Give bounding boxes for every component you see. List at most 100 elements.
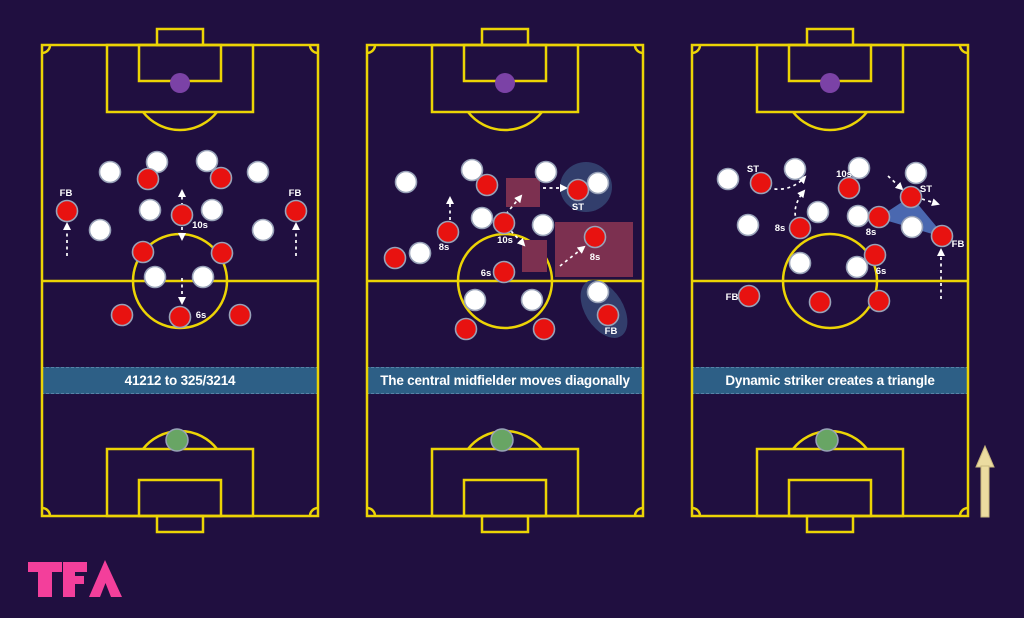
white-player: [463, 288, 487, 312]
player-label: ST: [747, 164, 759, 175]
penalty-box-bottom: [430, 447, 580, 518]
red-player: [168, 305, 192, 329]
white-player: [900, 215, 924, 239]
corner-arc: [958, 506, 969, 517]
red-player: [492, 211, 516, 235]
white-player: [904, 161, 928, 185]
goal-top: [805, 27, 855, 47]
up-arrow-head: [975, 444, 995, 468]
red-player: [788, 216, 812, 240]
red-player: [596, 303, 620, 327]
penalty-box-top: [430, 43, 580, 114]
player-label: 6s: [196, 310, 207, 321]
movement-arrow: [505, 194, 523, 215]
player-label: 8s: [866, 227, 877, 238]
zone-rect: [506, 178, 540, 207]
caption-bar-1: 41212 to 325/3214: [41, 367, 319, 394]
red-player: [808, 290, 832, 314]
movement-arrow: [767, 175, 807, 191]
red-player: [532, 317, 556, 341]
goal-top: [155, 27, 205, 47]
goal-bottom: [480, 514, 530, 534]
purple-dot: [495, 73, 515, 93]
white-player: [88, 218, 112, 242]
white-player: [520, 288, 544, 312]
red-player: [228, 303, 252, 327]
white-player: [806, 200, 830, 224]
player-label: 8s: [775, 223, 786, 234]
red-player: [583, 225, 607, 249]
corner-arc: [366, 44, 377, 55]
caption-text-2: The central midfielder moves diagonally: [380, 373, 630, 388]
six-yard-box-bottom: [462, 478, 548, 518]
red-player: [436, 220, 460, 244]
six-yard-box-bottom: [787, 478, 873, 518]
red-player: [170, 203, 194, 227]
player-label: FB: [605, 326, 618, 337]
pitch-overlay-3: ST 10s ST 8s 8s 6s FB FB: [716, 156, 964, 314]
red-player: [383, 246, 407, 270]
white-player: [200, 198, 224, 222]
red-player: [837, 176, 861, 200]
white-player: [716, 167, 740, 191]
corner-arc: [308, 506, 319, 517]
caption-text-3: Dynamic striker creates a triangle: [725, 373, 935, 388]
pitch-1: [40, 27, 320, 534]
red-player: [110, 303, 134, 327]
movement-arrow: [887, 175, 904, 191]
player-label: ST: [920, 184, 932, 195]
movement-arrow: [921, 198, 940, 207]
white-player: [788, 251, 812, 275]
player-label: 6s: [481, 268, 492, 279]
logo-letter-t: [28, 562, 62, 597]
red-player: [737, 284, 761, 308]
white-player: [143, 265, 167, 289]
corner-arc: [633, 506, 644, 517]
white-player: [531, 213, 555, 237]
penalty-box-top: [755, 43, 905, 114]
red-player: [475, 173, 499, 197]
corner-arc: [691, 506, 702, 517]
player-label: FB: [289, 188, 302, 199]
purple-dot: [820, 73, 840, 93]
white-player: [847, 156, 871, 180]
white-player: [586, 171, 610, 195]
pitch-3: [690, 27, 970, 534]
red-player: [136, 167, 160, 191]
penalty-box-bottom: [755, 447, 905, 518]
player-label: FB: [726, 292, 739, 303]
white-player: [394, 170, 418, 194]
white-player: [191, 265, 215, 289]
red-player: [867, 205, 891, 229]
penalty-arc-top: [792, 111, 868, 132]
player-label: 8s: [590, 252, 601, 263]
penalty-box-bottom: [105, 447, 255, 518]
up-arrow-shaft: [980, 465, 990, 518]
red-player: [863, 243, 887, 267]
tfa-logo: TFA: [28, 560, 122, 597]
player-label: 10s: [192, 220, 208, 231]
white-player: [460, 158, 484, 182]
goal-bottom: [805, 514, 855, 534]
caption-bar-3: Dynamic striker creates a triangle: [691, 367, 969, 394]
red-player: [210, 241, 234, 265]
pitch-overlay-1: FB FB 10s 6s: [55, 149, 308, 329]
penalty-box-top: [105, 43, 255, 114]
red-player: [749, 171, 773, 195]
center-circle: [781, 232, 879, 330]
corner-arc: [633, 44, 644, 55]
movement-arrow: [559, 245, 586, 267]
white-player: [736, 213, 760, 237]
logo-letter-a: [89, 560, 122, 597]
white-player: [408, 241, 432, 265]
red-player: [209, 166, 233, 190]
white-player: [246, 160, 270, 184]
white-player: [138, 198, 162, 222]
white-player: [251, 218, 275, 242]
white-player: [783, 157, 807, 181]
corner-arc: [958, 44, 969, 55]
corner-arc: [308, 44, 319, 55]
purple-dot: [170, 73, 190, 93]
